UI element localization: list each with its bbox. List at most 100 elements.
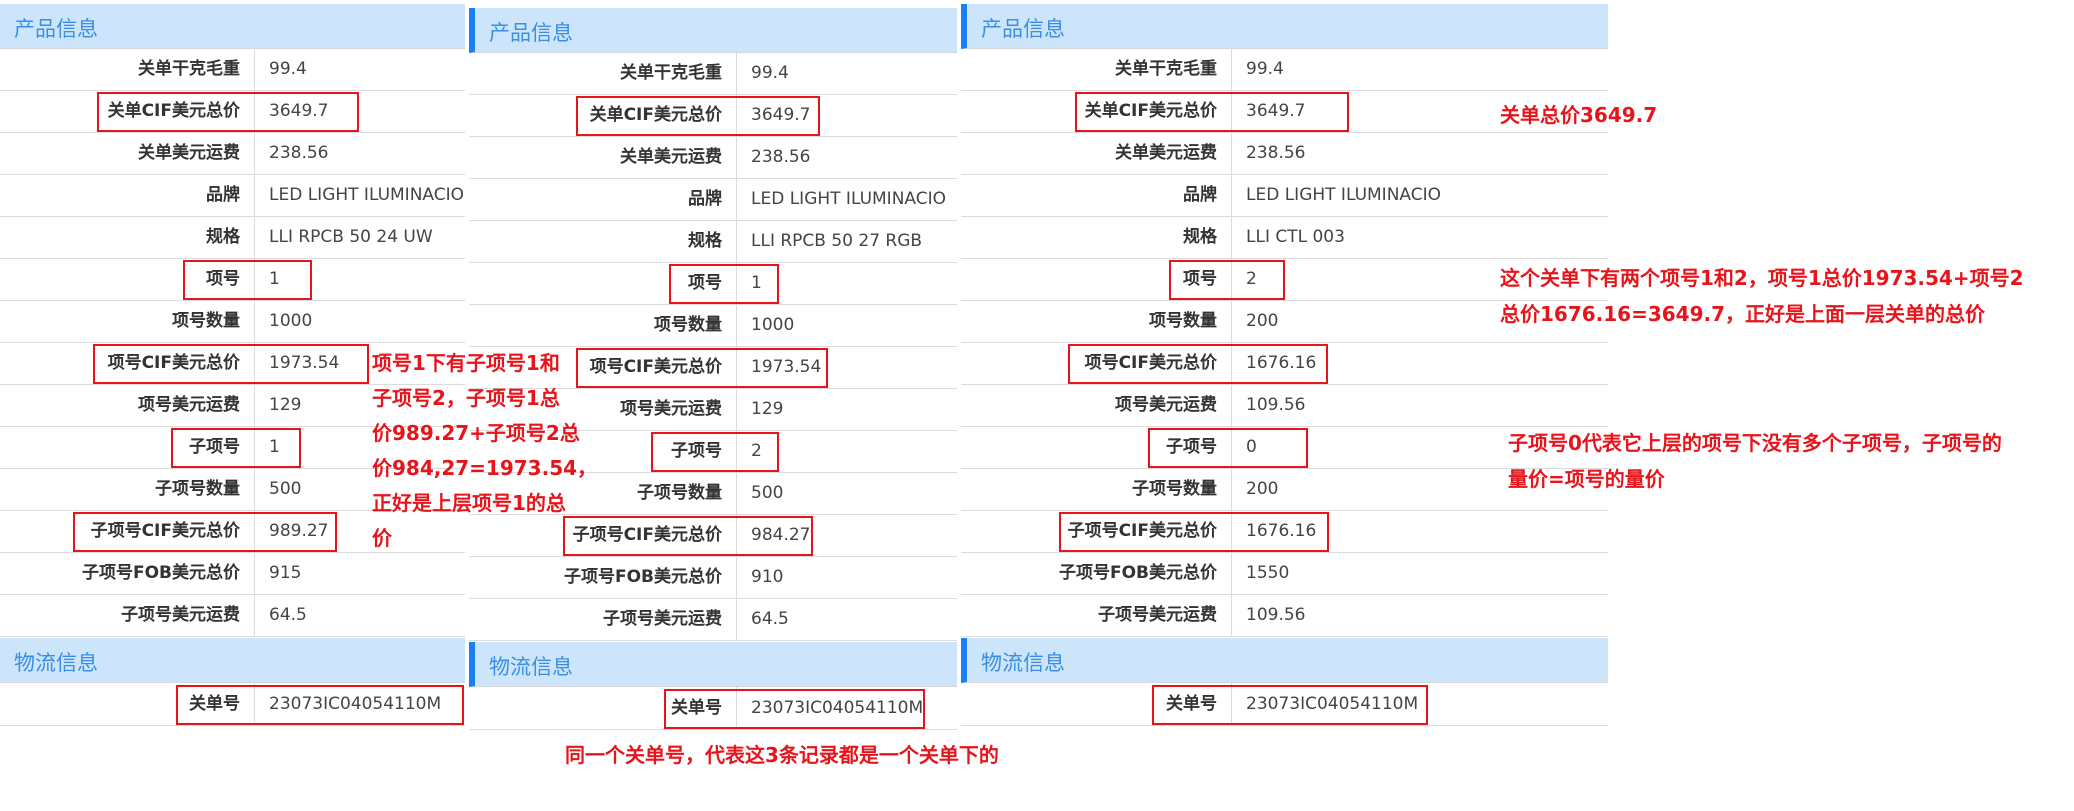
field-value: 1973.54 <box>751 357 822 377</box>
field-value: LED LIGHT ILUMINACIO <box>751 189 947 209</box>
section-title: 产品信息 <box>981 17 1065 41</box>
section-title: 产品信息 <box>14 17 98 41</box>
field-value: 984.27 <box>751 525 811 545</box>
field-row: 子项号数量 500 <box>0 468 465 511</box>
annotation-line: 同一个关单号，代表这3条记录都是一个关单下的 <box>565 743 999 767</box>
section-header: 产品信息 <box>469 8 957 53</box>
section-title: 产品信息 <box>489 21 573 45</box>
field-value: 3649.7 <box>269 101 329 121</box>
field-label: 子项号 <box>469 430 737 472</box>
field-label: 关单号 <box>0 683 255 725</box>
field-row: 项号 2 <box>961 258 1608 301</box>
field-label: 关单美元运费 <box>961 132 1232 174</box>
field-row: 子项号美元运费 109.56 <box>961 594 1608 637</box>
field-label: 规格 <box>0 216 255 258</box>
field-value: 23073IC04054110M <box>269 694 442 714</box>
annotation-line: 量价=项号的量价 <box>1508 467 1665 491</box>
field-value: 238.56 <box>751 147 811 167</box>
field-row: 关单美元运费 238.56 <box>961 132 1608 175</box>
field-value: 238.56 <box>1246 143 1306 163</box>
field-row: 子项号 0 <box>961 426 1608 469</box>
field-value: 64.5 <box>269 605 307 625</box>
field-label: 关单号 <box>469 687 737 729</box>
field-value: 915 <box>269 563 302 583</box>
field-label: 子项号CIF美元总价 <box>0 510 255 552</box>
field-label: 项号数量 <box>961 300 1232 342</box>
field-row: 项号美元运费 129 <box>469 388 957 431</box>
annotation-line: 这个关单下有两个项号1和2，项号1总价1973.54+项号2 <box>1500 266 2024 290</box>
field-value: 99.4 <box>1246 59 1284 79</box>
field-row: 子项号CIF美元总价 989.27 <box>0 510 465 553</box>
field-label: 关单干克毛重 <box>0 48 255 90</box>
field-row: 子项号数量 200 <box>961 468 1608 511</box>
annotation-line: 正好是上层项号1的总 <box>372 491 566 515</box>
field-value: 200 <box>1246 311 1279 331</box>
field-value: 1676.16 <box>1246 521 1317 541</box>
field-row: 品牌 LED LIGHT ILUMINACIO <box>469 178 957 221</box>
field-value: 23073IC04054110M <box>1246 694 1419 714</box>
field-value: 109.56 <box>1246 395 1306 415</box>
field-label: 关单干克毛重 <box>469 52 737 94</box>
field-label: 子项号数量 <box>469 472 737 514</box>
section-header: 产品信息 <box>961 4 1608 49</box>
field-label: 子项号美元运费 <box>0 594 255 636</box>
field-value: 1000 <box>269 311 313 331</box>
field-row: 子项号FOB美元总价 915 <box>0 552 465 595</box>
section-header: 物流信息 <box>961 638 1608 683</box>
field-label: 关单干克毛重 <box>961 48 1232 90</box>
field-value: 2 <box>1246 269 1257 289</box>
field-label: 项号CIF美元总价 <box>961 342 1232 384</box>
field-row: 子项号FOB美元总价 910 <box>469 556 957 599</box>
field-row: 项号美元运费 129 <box>0 384 465 427</box>
field-value: 1676.16 <box>1246 353 1317 373</box>
field-value: 910 <box>751 567 784 587</box>
field-row: 子项号美元运费 64.5 <box>0 594 465 637</box>
field-row: 品牌 LED LIGHT ILUMINACIO <box>0 174 465 217</box>
field-label: 子项号 <box>0 426 255 468</box>
field-value: 1 <box>751 273 762 293</box>
field-row: 子项号 2 <box>469 430 957 473</box>
field-row: 子项号CIF美元总价 1676.16 <box>961 510 1608 553</box>
field-value: 23073IC04054110M <box>751 698 924 718</box>
field-value: LLI CTL 003 <box>1246 227 1345 247</box>
field-row: 子项号CIF美元总价 984.27 <box>469 514 957 557</box>
field-row: 项号数量 1000 <box>0 300 465 343</box>
field-label: 子项号FOB美元总价 <box>961 552 1232 594</box>
field-row: 关单干克毛重 99.4 <box>961 48 1608 91</box>
field-value: 1 <box>269 269 280 289</box>
annotation-line: 价989.27+子项号2总 <box>372 421 580 445</box>
field-label: 子项号美元运费 <box>961 594 1232 636</box>
annotation-same-declaration: 同一个关单号，代表这3条记录都是一个关单下的 <box>565 740 999 771</box>
field-row: 子项号FOB美元总价 1550 <box>961 552 1608 595</box>
field-label: 子项号 <box>961 426 1232 468</box>
field-label: 关单美元运费 <box>0 132 255 174</box>
annotation-subitem-sum: 项号1下有子项号1和 子项号2，子项号1总 价989.27+子项号2总 价984,27… <box>372 346 597 556</box>
field-label: 项号美元运费 <box>0 384 255 426</box>
field-row: 关单美元运费 238.56 <box>469 136 957 179</box>
field-label: 关单号 <box>961 683 1232 725</box>
field-label: 规格 <box>469 220 737 262</box>
field-row: 关单干克毛重 99.4 <box>0 48 465 91</box>
field-label: 项号美元运费 <box>961 384 1232 426</box>
field-row: 品牌 LED LIGHT ILUMINACIO <box>961 174 1608 217</box>
field-value: 500 <box>751 483 784 503</box>
field-row: 子项号 1 <box>0 426 465 469</box>
section-header: 物流信息 <box>469 642 957 687</box>
field-value: 1000 <box>751 315 795 335</box>
field-value: LLI RPCB 50 24 UW <box>269 227 433 247</box>
field-label: 子项号CIF美元总价 <box>961 510 1232 552</box>
record-panel: 产品信息 关单干克毛重 99.4 关单CIF美元总价 3649.7 关单美元运费 238.5… <box>961 0 1608 730</box>
field-label: 项号数量 <box>0 300 255 342</box>
field-label: 关单CIF美元总价 <box>0 90 255 132</box>
field-label: 子项号数量 <box>961 468 1232 510</box>
annotation-line: 关单总价3649.7 <box>1500 103 1658 127</box>
field-label: 关单CIF美元总价 <box>469 94 737 136</box>
annotation-subitem-zero: 子项号0代表它上层的项号下没有多个子项号，子项号的 量价=项号的量价 <box>1508 425 2002 497</box>
field-row: 关单CIF美元总价 3649.7 <box>469 94 957 137</box>
annotation-line: 子项号2，子项号1总 <box>372 386 560 410</box>
field-value: 200 <box>1246 479 1279 499</box>
field-value: 1 <box>269 437 280 457</box>
field-value: LED LIGHT ILUMINACIO <box>1246 185 1442 205</box>
field-row: 关单美元运费 238.56 <box>0 132 465 175</box>
section-header: 物流信息 <box>0 638 465 683</box>
